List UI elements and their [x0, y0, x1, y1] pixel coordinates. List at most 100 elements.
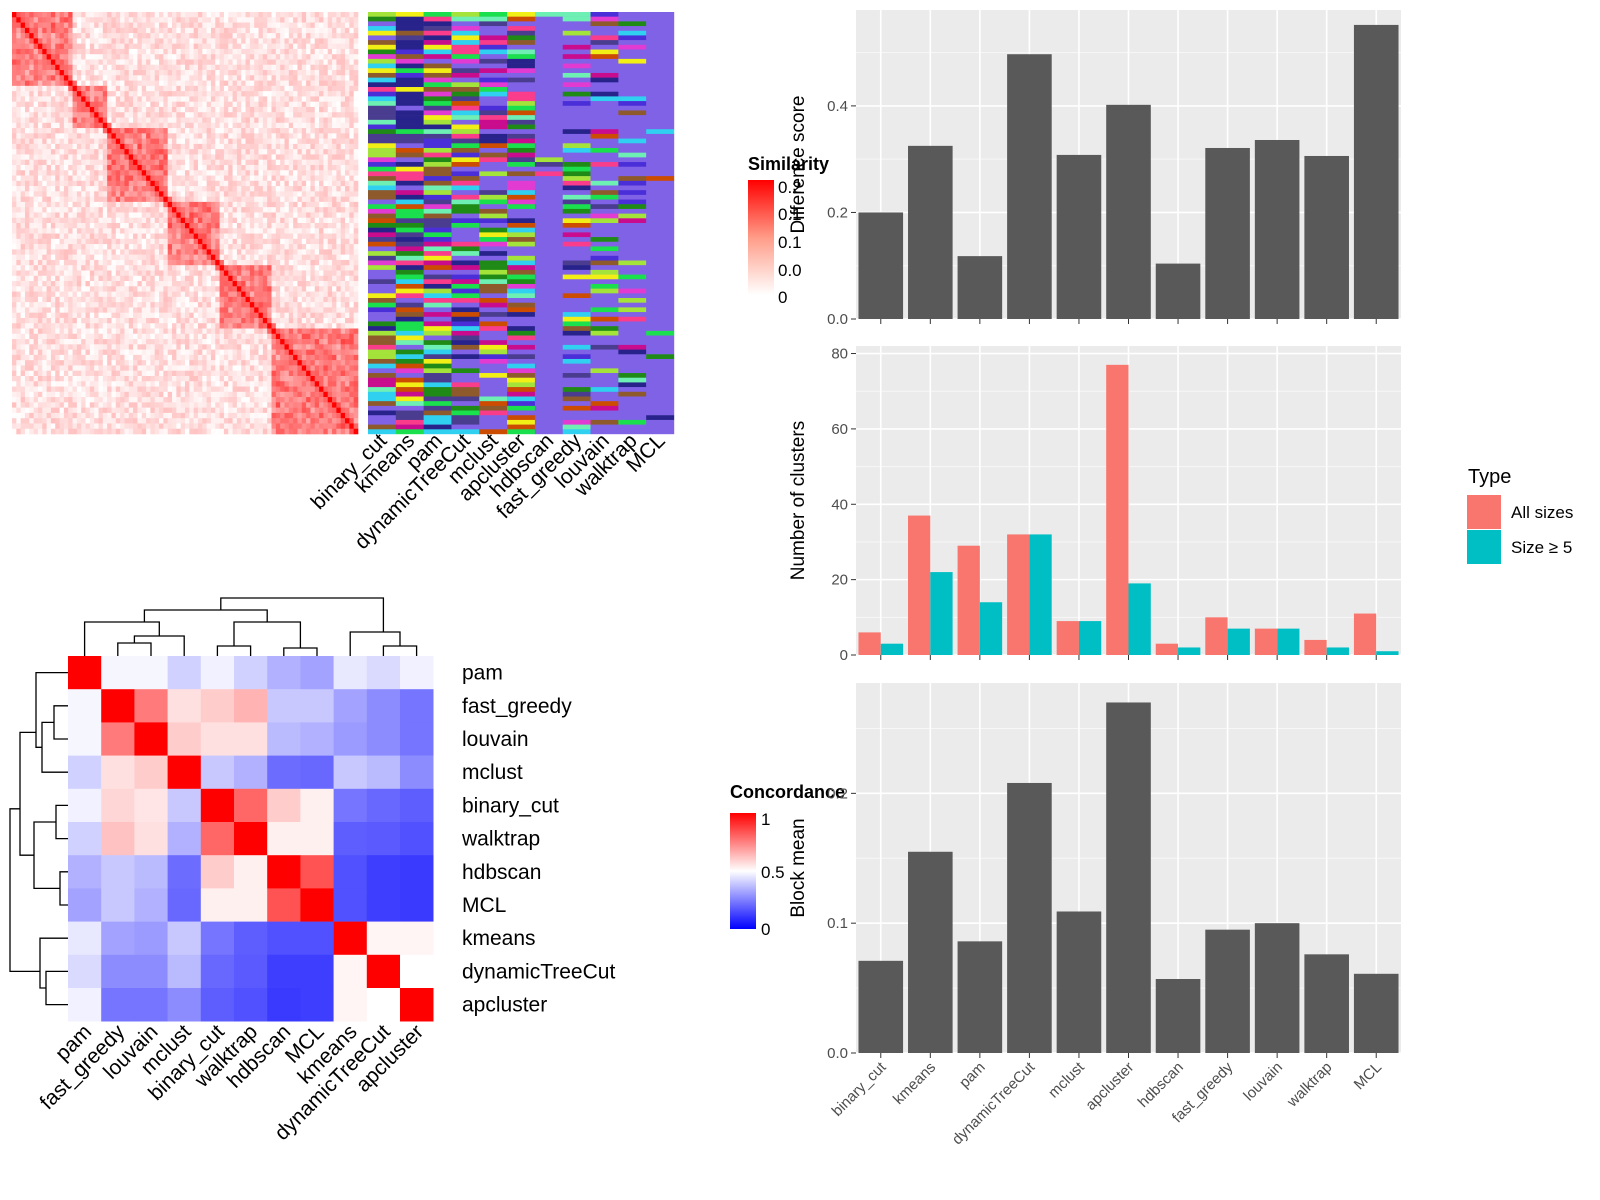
- heatmap-cell: [245, 170, 251, 176]
- heatmap-cell: [267, 291, 272, 298]
- heatmap-cell: [241, 122, 246, 129]
- heatmap-cell: [236, 233, 242, 240]
- heatmap-cell: [275, 238, 281, 245]
- heatmap-cell: [124, 159, 130, 166]
- heatmap-cell: [150, 75, 156, 81]
- heatmap-cell: [284, 175, 290, 182]
- heatmap-cell: [76, 312, 82, 319]
- heatmap-cell: [232, 333, 238, 340]
- heatmap-cell: [120, 323, 125, 329]
- heatmap-cell: [107, 312, 112, 319]
- heatmap-cell: [236, 22, 242, 29]
- heatmap-cell: [81, 196, 86, 203]
- heatmap-cell: [167, 38, 173, 44]
- heatmap-cell: [12, 38, 17, 44]
- heatmap-cell: [111, 159, 117, 166]
- heatmap-cell: [42, 312, 47, 319]
- heatmap-cell: [327, 175, 333, 182]
- heatmap-cell: [50, 149, 56, 155]
- heatmap-cell: [215, 275, 220, 282]
- heatmap-cell: [197, 149, 203, 155]
- heatmap-cell: [29, 80, 34, 87]
- heatmap-cell: [68, 106, 73, 113]
- heatmap-cell: [107, 149, 112, 155]
- heatmap-cell: [146, 312, 151, 319]
- heatmap-cell: [349, 43, 354, 50]
- heatmap-cell: [154, 85, 160, 92]
- heatmap-cell: [284, 164, 290, 171]
- heatmap-cell: [81, 22, 86, 29]
- heatmap-cell: [12, 112, 17, 118]
- heatmap-cell: [120, 80, 125, 87]
- heatmap-cell: [150, 33, 156, 39]
- heatmap-cell: [167, 133, 173, 139]
- heatmap-cell: [29, 70, 34, 76]
- heatmap-cell: [176, 212, 181, 219]
- heatmap-cell: [115, 233, 121, 240]
- heatmap-cell: [210, 186, 216, 192]
- heatmap-cell: [219, 275, 225, 282]
- heatmap-cell: [340, 270, 346, 277]
- heatmap-cell: [189, 138, 194, 145]
- heatmap-cell: [189, 143, 194, 150]
- heatmap-cell: [314, 112, 320, 118]
- heatmap-cell: [206, 175, 212, 182]
- heatmap-cell: [353, 233, 359, 240]
- heatmap-cell: [141, 143, 147, 150]
- heatmap-cell: [180, 159, 186, 166]
- heatmap-cell: [314, 54, 320, 60]
- heatmap-cell: [288, 265, 294, 271]
- heatmap-cell: [206, 233, 212, 240]
- heatmap-cell: [16, 170, 21, 176]
- heatmap-cell: [46, 286, 52, 292]
- heatmap-cell: [345, 333, 350, 340]
- heatmap-cell: [280, 96, 285, 102]
- heatmap-cell: [167, 91, 173, 97]
- heatmap-cell: [327, 281, 333, 287]
- heatmap-cell: [254, 302, 259, 308]
- heatmap-cell: [349, 244, 354, 250]
- heatmap-cell: [323, 64, 329, 71]
- heatmap-cell: [310, 149, 316, 155]
- heatmap-cell: [284, 101, 290, 108]
- heatmap-cell: [210, 328, 216, 335]
- heatmap-cell: [76, 106, 82, 113]
- heatmap-cell: [267, 48, 272, 55]
- heatmap-cell: [336, 180, 342, 187]
- heatmap-cell: [297, 117, 303, 124]
- heatmap-cell: [159, 154, 164, 161]
- heatmap-cell: [293, 233, 298, 240]
- heatmap-cell: [345, 59, 350, 66]
- heatmap-cell: [262, 70, 268, 76]
- heatmap-cell: [180, 59, 186, 66]
- heatmap-cell: [137, 228, 143, 234]
- heatmap-cell: [206, 186, 212, 192]
- heatmap-cell: [232, 117, 238, 124]
- heatmap-cell: [20, 133, 26, 139]
- heatmap-cell: [202, 238, 207, 245]
- heatmap-cell: [94, 154, 99, 161]
- heatmap-cell: [102, 259, 108, 266]
- heatmap-cell: [68, 302, 73, 308]
- heatmap-cell: [185, 196, 190, 203]
- heatmap-cell: [306, 59, 311, 66]
- heatmap-cell: [345, 212, 350, 219]
- heatmap-cell: [180, 265, 186, 271]
- heatmap-cell: [98, 59, 104, 66]
- heatmap-cell: [232, 291, 238, 298]
- heatmap-cell: [219, 170, 225, 176]
- heatmap-cell: [163, 101, 169, 108]
- heatmap-cell: [176, 191, 181, 197]
- heatmap-cell: [33, 164, 39, 171]
- heatmap-cell: [267, 164, 272, 171]
- heatmap-cell: [163, 281, 169, 287]
- heatmap-cell: [172, 281, 177, 287]
- heatmap-cell: [332, 317, 337, 324]
- heatmap-cell: [254, 317, 259, 324]
- heatmap-cell: [20, 106, 26, 113]
- heatmap-cell: [128, 217, 134, 224]
- heatmap-cell: [206, 228, 212, 234]
- heatmap-cell: [197, 27, 203, 34]
- heatmap-cell: [68, 228, 73, 234]
- heatmap-cell: [85, 54, 91, 60]
